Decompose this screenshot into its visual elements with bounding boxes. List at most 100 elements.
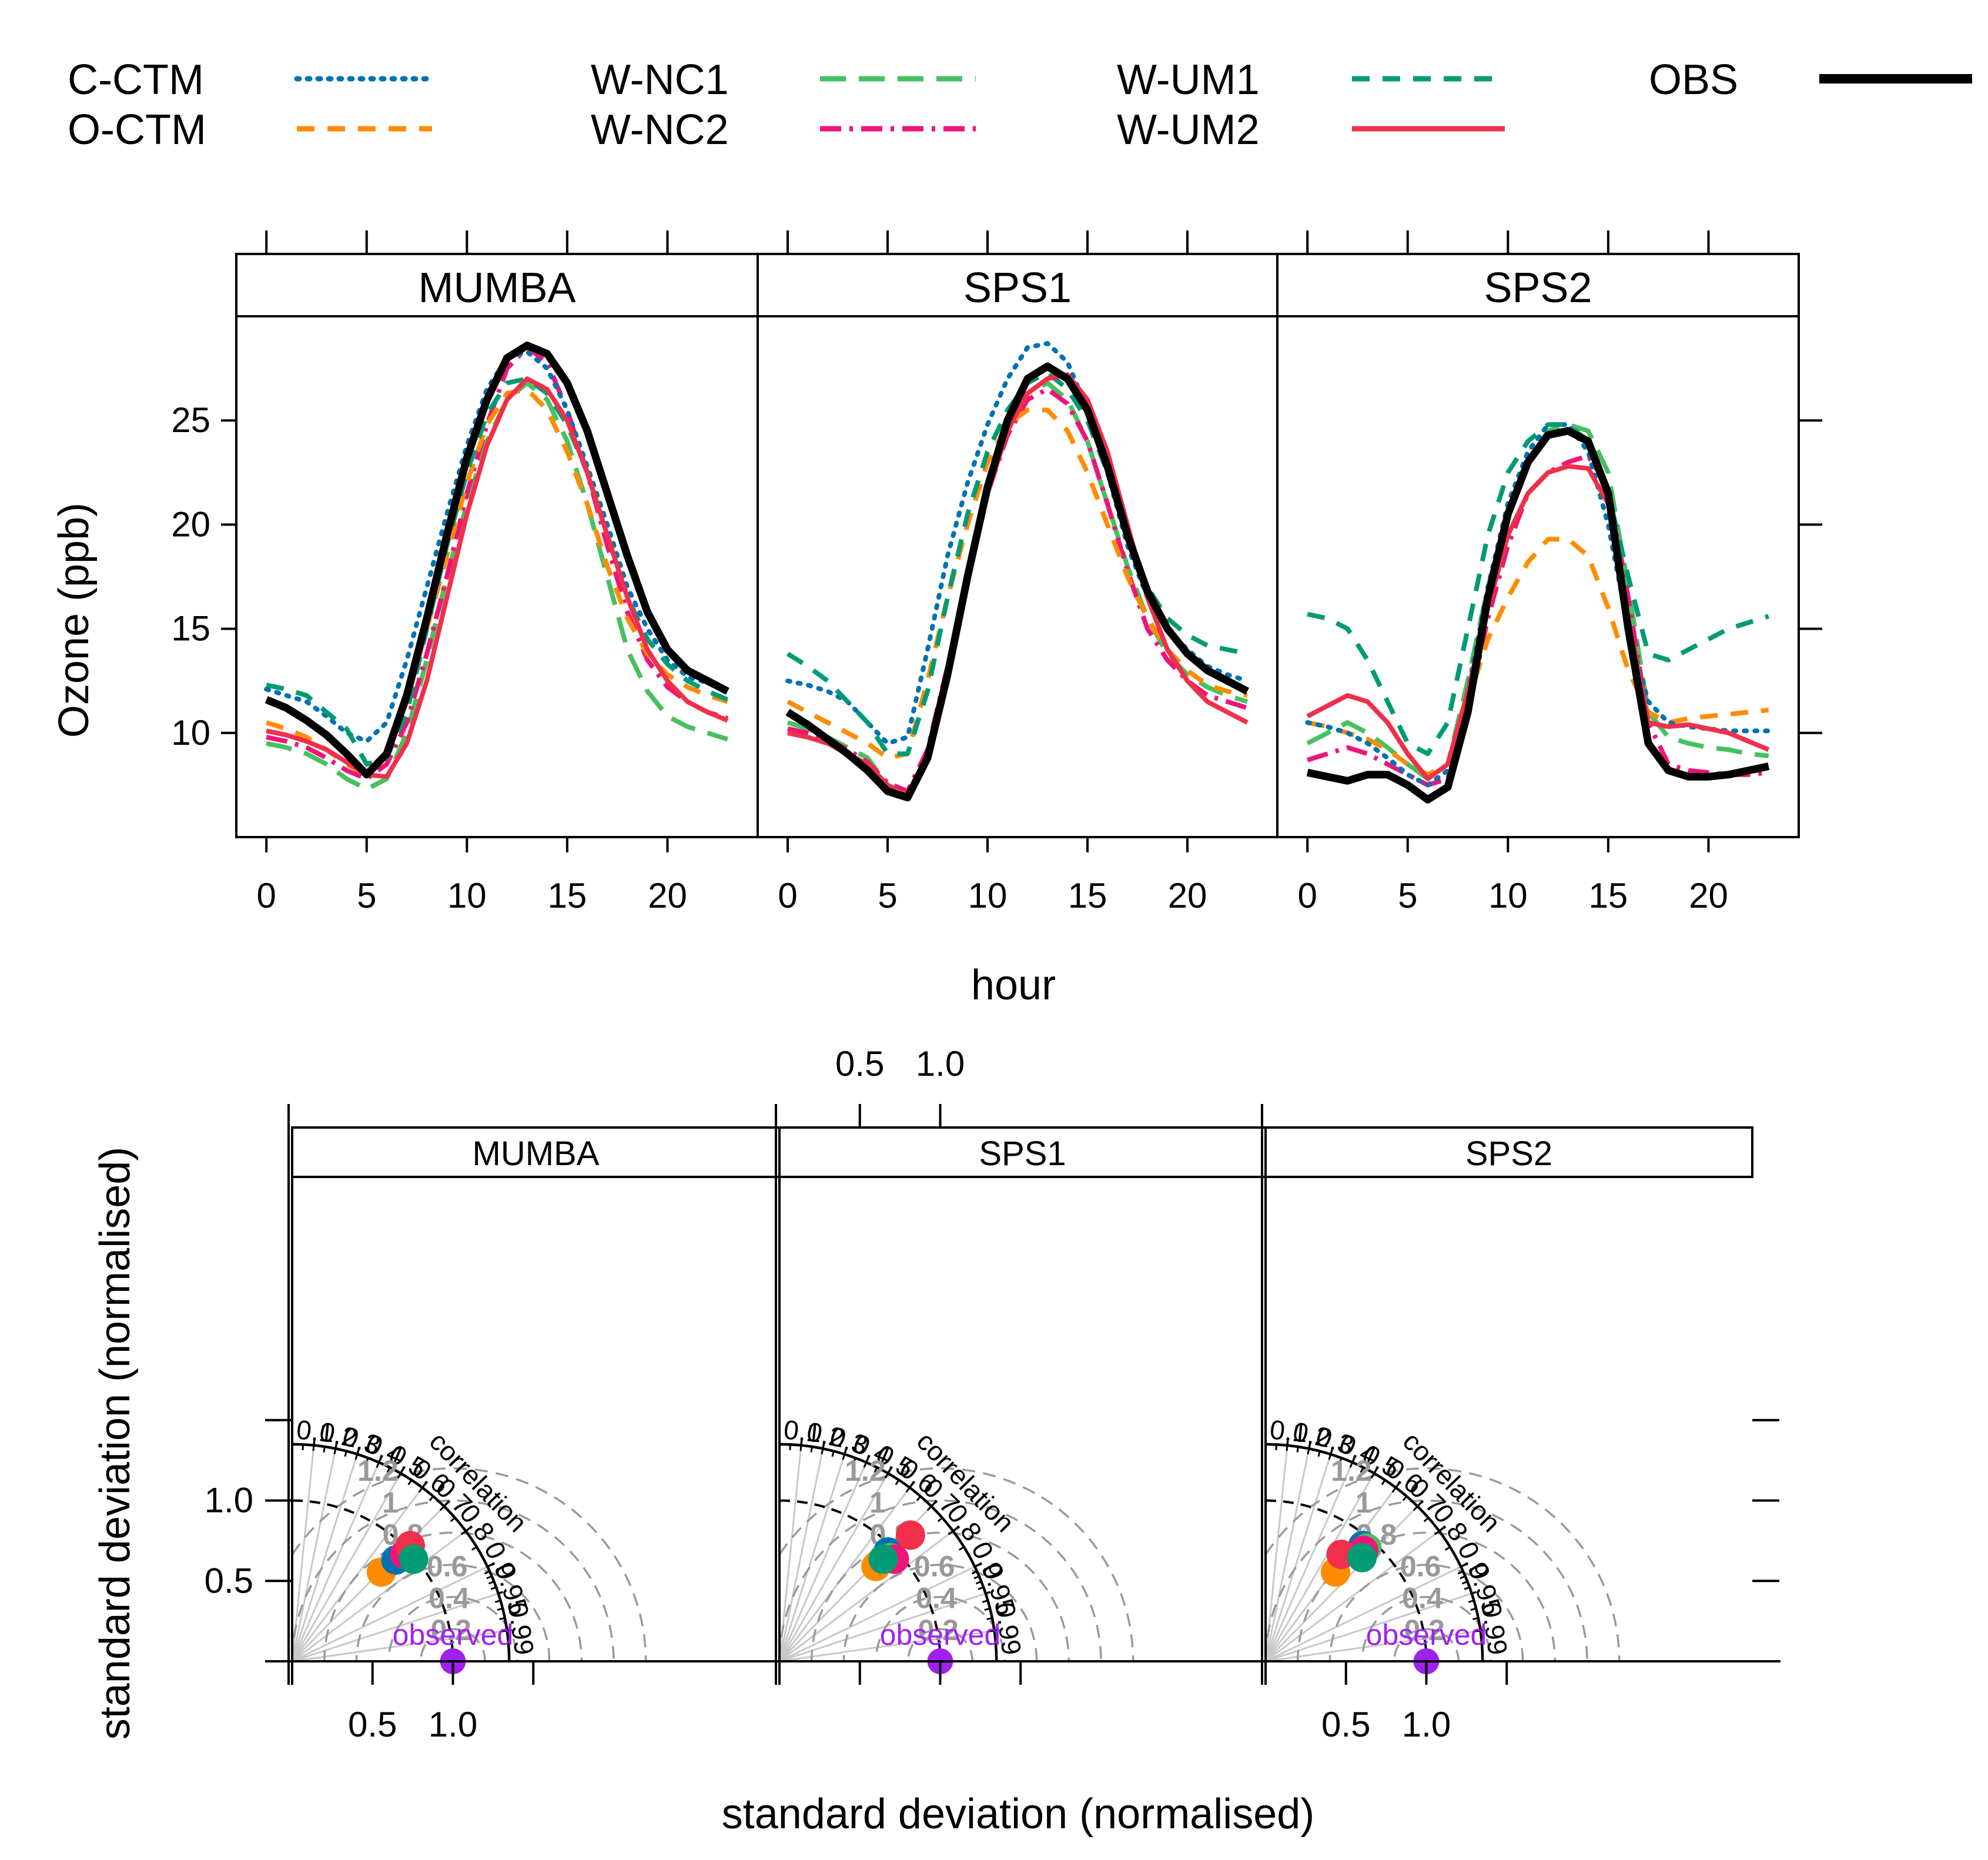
x-tick-label: 0	[778, 876, 797, 915]
correlation-minor-tick	[499, 1617, 506, 1620]
correlation-minor-tick	[344, 1451, 347, 1457]
series-line-mumba-w-um2	[266, 376, 729, 780]
correlation-minor-tick	[986, 1617, 993, 1620]
legend-label-obs: OBS	[1649, 56, 1738, 103]
legend-label-w-nc2: W-NC2	[591, 106, 729, 153]
line-panel-sps1: SPS1 0 5 10 15 20	[757, 230, 1279, 915]
series-line-sps2-w-um2	[1306, 464, 1770, 781]
correlation-tick	[985, 1591, 991, 1595]
rms-contour-label: 0.6	[914, 1550, 955, 1583]
correlation-tick	[334, 1443, 338, 1449]
series-line-sps2-c-ctm	[1305, 422, 1771, 788]
correlation-minor-tick	[1444, 1546, 1451, 1551]
y-axis-label-standard-deviation: standard deviation (normalised)	[92, 1147, 139, 1740]
correlation-minor-tick	[1468, 1600, 1474, 1603]
series-line-sps2-w-nc2	[1307, 453, 1769, 788]
outer-std-arc	[1265, 1443, 1484, 1662]
correlation-tick	[887, 1468, 892, 1474]
panel-title-sps2: SPS2	[1484, 265, 1592, 312]
x-tick-label: 0	[256, 876, 276, 915]
line-panel-sps2: SPS2 0 5 10 15 20	[1276, 230, 1822, 915]
correlation-ray	[779, 1448, 824, 1661]
x-tick-label: 15	[1068, 876, 1107, 915]
correlation-ray	[292, 1454, 359, 1661]
correlation-minor-tick	[852, 1457, 856, 1464]
correlation-minor-tick	[978, 1586, 984, 1590]
correlation-ray	[292, 1565, 488, 1661]
series-line-sps1-w-um1	[786, 370, 1248, 757]
correlation-minor-tick	[895, 1479, 900, 1486]
correlation-minor-tick	[810, 1446, 813, 1453]
correlation-tick	[498, 1591, 504, 1595]
series-line-sps2-w-um1	[1307, 422, 1769, 757]
correlation-minor-tick	[884, 1473, 889, 1479]
taylor-y-tick-label: 1.0	[205, 1481, 253, 1520]
correlation-tick	[1351, 1457, 1356, 1463]
correlation-tick-label: 0.99	[503, 1600, 540, 1657]
taylor-point-sps1-w-um1	[868, 1544, 898, 1574]
correlation-tick	[507, 1629, 512, 1632]
rms-contour	[387, 1595, 518, 1661]
correlation-tick	[1471, 1591, 1477, 1595]
correlation-tick-label: 0.1	[295, 1414, 336, 1448]
correlation-minor-tick	[982, 1600, 988, 1603]
correlation-ray	[779, 1473, 889, 1661]
taylor-panel-sps2: 0.10.20.30.40.50.60.70.80.90.950.99corre…	[1261, 1104, 1753, 1744]
rms-contour-label: 0.4	[916, 1582, 957, 1615]
panel-title-sps1: SPS1	[963, 265, 1072, 312]
taylor-panel-sps1: 0.10.20.30.40.50.60.70.80.90.950.99corre…	[775, 1104, 1267, 1685]
observed-label: observed	[1366, 1618, 1487, 1651]
correlation-minor-tick	[460, 1530, 467, 1535]
correlation-minor-tick	[831, 1451, 835, 1457]
x-tick-label: 20	[1689, 876, 1728, 915]
correlation-minor-tick	[926, 1506, 932, 1511]
correlation-minor-tick	[1413, 1506, 1418, 1511]
correlation-ray	[1266, 1593, 1472, 1661]
legend-label-w-um2: W-UM2	[1117, 106, 1260, 153]
correlation-tick-label: 0.1	[782, 1414, 823, 1448]
correlation-minor-tick	[958, 1546, 965, 1551]
x-axis-label-standard-deviation: standard deviation (normalised)	[722, 1791, 1315, 1838]
x-tick-label: 5	[1398, 876, 1417, 915]
correlation-tick	[974, 1563, 980, 1568]
rms-contour-label: 0.2	[1404, 1614, 1445, 1647]
correlation-tick	[1460, 1563, 1466, 1568]
x-tick-label: 10	[447, 876, 487, 915]
x-axis-label-hour: hour	[971, 962, 1056, 1009]
correlation-minor-tick	[333, 1448, 337, 1454]
correlation-ray	[1266, 1454, 1332, 1661]
correlation-minor-tick	[1464, 1586, 1470, 1590]
legend-label-o-ctm: O-CTM	[68, 106, 206, 153]
correlation-tick	[1308, 1443, 1311, 1449]
taylor-top-tick-label: 0.5	[835, 1044, 884, 1083]
correlation-minor-tick	[948, 1530, 954, 1535]
correlation-ray	[1266, 1565, 1461, 1661]
rms-contour-label: 0.4	[429, 1582, 470, 1615]
correlation-minor-tick	[1370, 1473, 1375, 1479]
correlation-tick	[931, 1502, 936, 1507]
correlation-tick-label: 0.2	[317, 1416, 360, 1454]
correlation-tick	[400, 1468, 404, 1474]
x-tick-label: 0	[1297, 876, 1317, 915]
correlation-minor-tick	[1423, 1517, 1429, 1523]
observed-label: observed	[880, 1618, 1001, 1651]
correlation-minor-tick	[1391, 1487, 1397, 1493]
correlation-minor-tick	[1457, 1570, 1464, 1575]
y-tick-label: 25	[171, 400, 210, 440]
correlation-minor-tick	[842, 1454, 846, 1460]
x-tick-label: 5	[357, 876, 376, 915]
series-line-mumba-w-um1	[266, 376, 729, 767]
series-line-mumba-obs	[265, 342, 729, 779]
correlation-minor-tick	[1381, 1479, 1386, 1486]
y-axis-label-ozone: Ozone (ppb)	[51, 503, 98, 738]
correlation-minor-tick	[471, 1546, 477, 1551]
taylor-panel-title-sps1: SPS1	[979, 1135, 1066, 1173]
correlation-minor-tick	[975, 1580, 982, 1585]
correlation-minor-tick	[973, 1575, 980, 1580]
rms-contour-label: 1	[1356, 1486, 1372, 1519]
correlation-minor-tick	[863, 1461, 868, 1468]
y-tick-label: 15	[171, 609, 210, 648]
correlation-tick	[356, 1449, 360, 1455]
rms-contour-label: 0.6	[427, 1550, 468, 1583]
taylor-point-sps2-w-um1	[1347, 1543, 1377, 1573]
